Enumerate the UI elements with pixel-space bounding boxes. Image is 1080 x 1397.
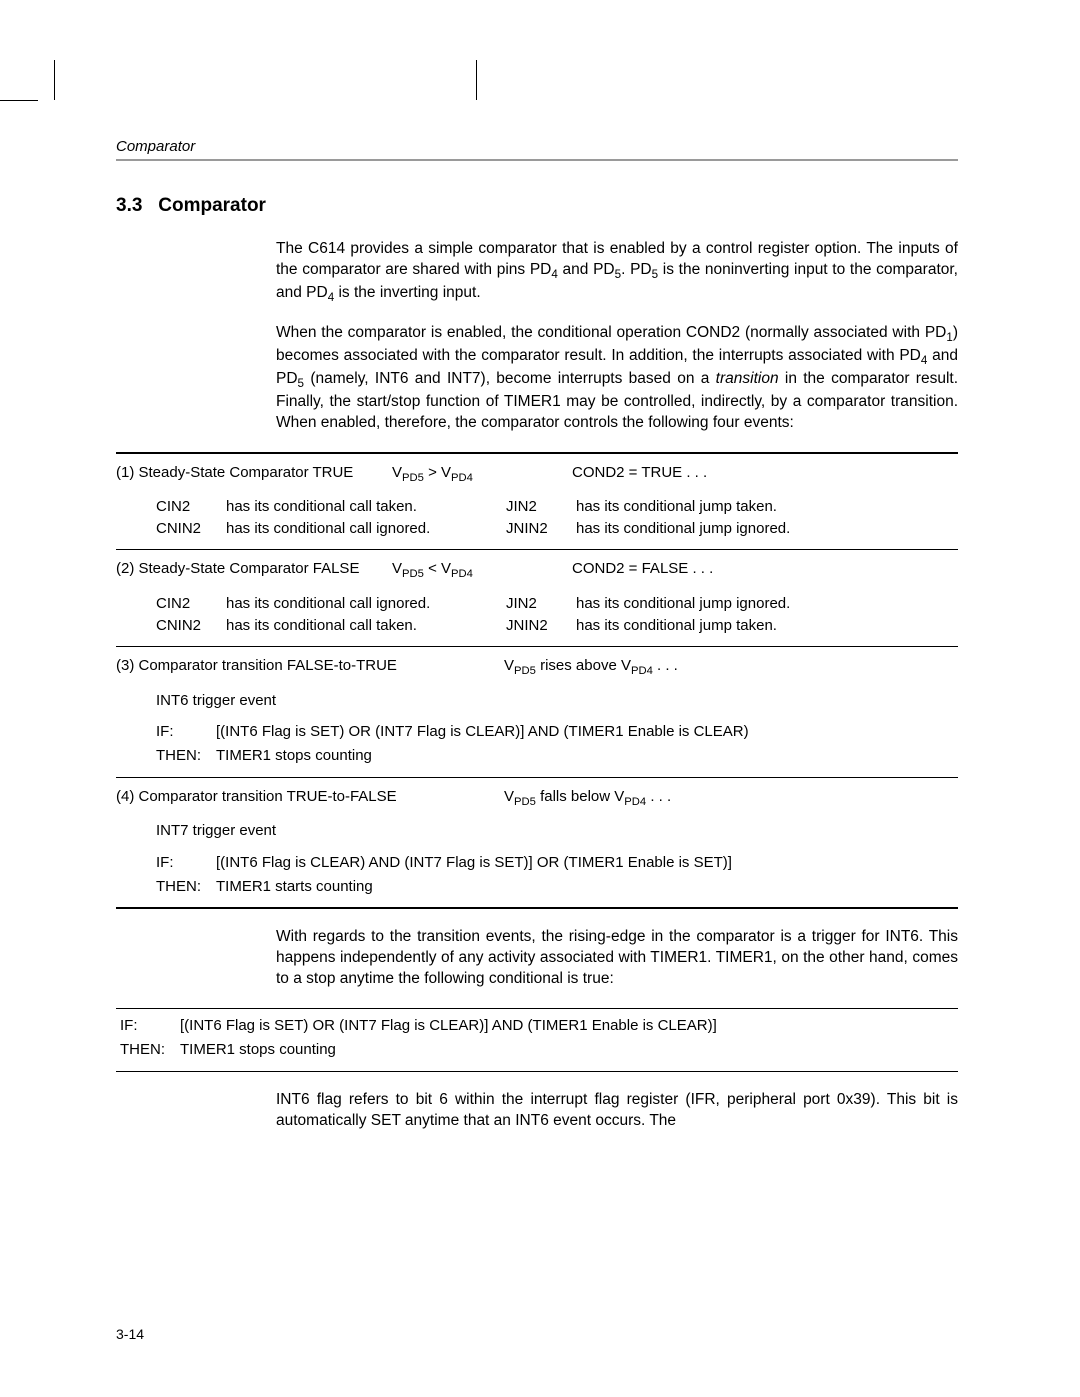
crop-mark: [54, 60, 55, 100]
if-then-block: IF: [(INT6 Flag is SET) OR (INT7 Flag is…: [116, 1009, 958, 1071]
section-title-text: Comparator: [158, 195, 266, 216]
running-head: Comparator: [116, 138, 958, 155]
body-text: With regards to the transition events, t…: [276, 927, 958, 990]
paragraph: INT6 flag refers to bit 6 within the int…: [276, 1090, 958, 1132]
event-header: (1) Steady-State Comparator TRUE VPD5 > …: [116, 454, 958, 492]
body-text: INT6 flag refers to bit 6 within the int…: [276, 1090, 958, 1132]
event-header: (2) Steady-State Comparator FALSE VPD5 <…: [116, 550, 958, 588]
outer-if-table: IF: [(INT6 Flag is SET) OR (INT7 Flag is…: [116, 1008, 958, 1072]
paragraph: When the comparator is enabled, the cond…: [276, 323, 958, 433]
trigger-line: INT7 trigger event: [116, 816, 958, 852]
section-heading: 3.3 Comparator: [116, 195, 958, 217]
paragraph: The C614 provides a simple comparator th…: [276, 239, 958, 305]
section-number: 3.3: [116, 195, 142, 216]
if-then-block: IF: [(INT6 Flag is CLEAR) AND (INT7 Flag…: [116, 852, 958, 908]
event-header: (3) Comparator transition FALSE-to-TRUE …: [116, 647, 958, 685]
trigger-line: INT6 trigger event: [116, 686, 958, 722]
event-rows: CIN2 has its conditional call taken. JIN…: [116, 492, 958, 550]
event-header: (4) Comparator transition TRUE-to-FALSE …: [116, 778, 958, 816]
header-rule: [116, 159, 958, 161]
crop-mark: [476, 60, 477, 100]
crop-mark: [0, 100, 38, 101]
page-number: 3-14: [116, 1326, 144, 1342]
events-table: (1) Steady-State Comparator TRUE VPD5 > …: [116, 452, 958, 910]
body-text: The C614 provides a simple comparator th…: [276, 239, 958, 434]
if-then-block: IF: [(INT6 Flag is SET) OR (INT7 Flag is…: [116, 721, 958, 777]
page: Comparator 3.3 Comparator The C614 provi…: [0, 0, 1080, 1397]
paragraph: With regards to the transition events, t…: [276, 927, 958, 990]
event-rows: CIN2 has its conditional call ignored. J…: [116, 589, 958, 647]
